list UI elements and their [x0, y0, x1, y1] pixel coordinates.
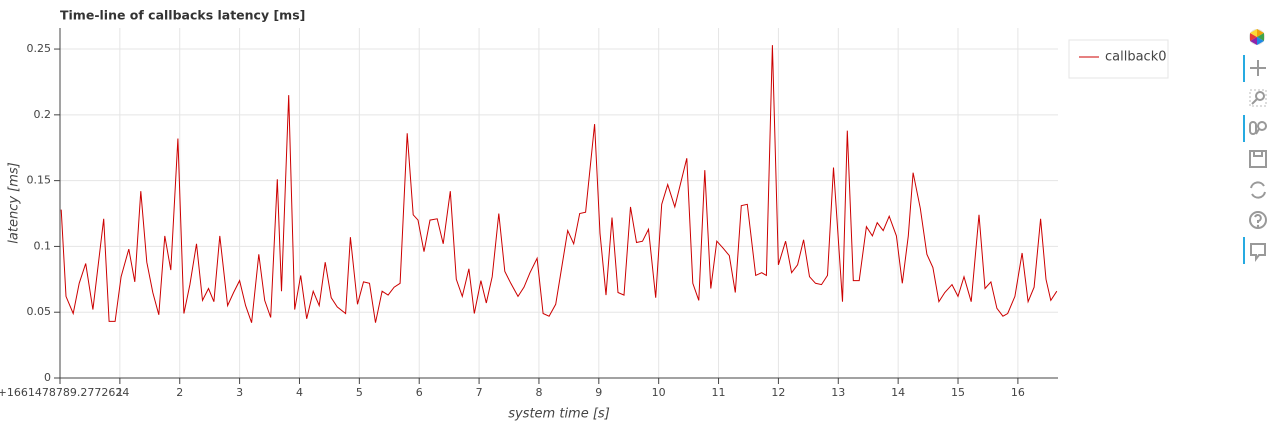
x-tick-label: 5 [356, 386, 363, 399]
x-tick-label: 11 [712, 386, 726, 399]
legend-label: callback0 [1105, 50, 1167, 65]
save-tool[interactable] [1249, 150, 1267, 168]
x-tick-label: 12 [771, 386, 785, 399]
y-tick-label: 0.25 [27, 42, 52, 55]
active-indicator [1243, 237, 1245, 264]
y-tick-label: 0.05 [27, 305, 52, 318]
x-tick-label: 0+1661478789.2772624 [0, 386, 129, 399]
y-tick-label: 0.2 [34, 108, 52, 121]
help-tool[interactable] [1249, 211, 1267, 229]
x-tick-label: 13 [831, 386, 845, 399]
active-indicator [1243, 115, 1245, 142]
x-tick-label: 16 [1011, 386, 1025, 399]
x-tick-label: 10 [652, 386, 666, 399]
hover-tool[interactable] [1250, 243, 1266, 262]
x-tick-label: 15 [951, 386, 965, 399]
pan-tool[interactable] [1250, 60, 1266, 76]
wheel-zoom-tool[interactable] [1249, 121, 1267, 135]
x-tick-label: 3 [236, 386, 243, 399]
x-tick-label: 2 [176, 386, 183, 399]
x-tick-label: 8 [535, 386, 542, 399]
x-tick-label: 4 [296, 386, 303, 399]
legend-box [1068, 39, 1169, 79]
y-tick-label: 0.15 [27, 174, 52, 187]
box-zoom-tool[interactable] [1249, 89, 1267, 107]
chart-title: Time-line of callbacks latency [ms] [60, 8, 305, 23]
x-tick-label: 6 [416, 386, 423, 399]
x-tick-label: 14 [891, 386, 905, 399]
bokeh-logo[interactable] [1249, 29, 1265, 45]
reset-tool[interactable] [1250, 181, 1266, 199]
active-indicator [1243, 55, 1245, 82]
x-tick-label: 1 [116, 386, 123, 399]
y-tick-label: 0.1 [34, 239, 52, 252]
x-tick-label: 9 [595, 386, 602, 399]
x-tick-label: 7 [476, 386, 483, 399]
y-axis-label: latency [ms] [7, 162, 22, 243]
line-series [60, 45, 1058, 323]
y-tick-label: 0 [44, 371, 51, 384]
toolbar [1243, 29, 1267, 264]
legend: callback0 [1068, 39, 1169, 79]
x-axis-label: system time [s] [508, 407, 610, 422]
